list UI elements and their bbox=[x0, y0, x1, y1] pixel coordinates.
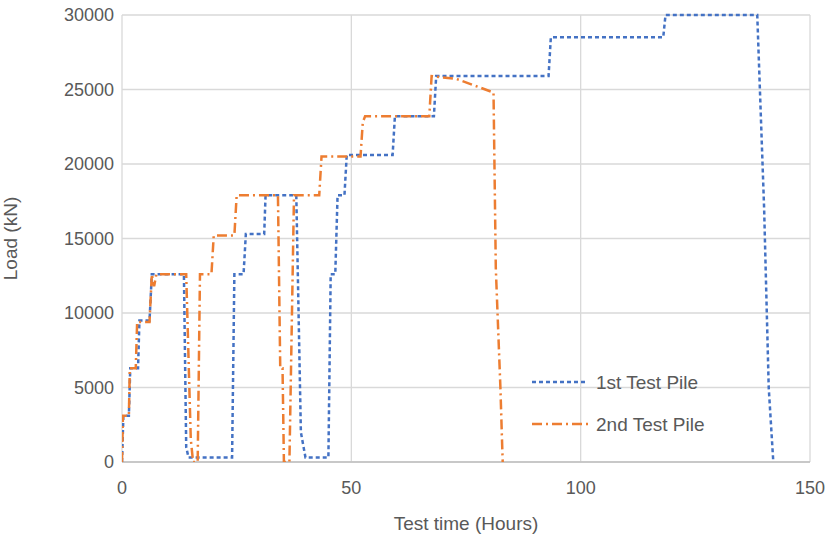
x-tick-label: 50 bbox=[341, 478, 361, 498]
y-tick-label: 25000 bbox=[64, 80, 114, 100]
y-grid-line bbox=[122, 89, 810, 90]
legend-label: 2nd Test Pile bbox=[596, 414, 704, 435]
x-grid-line bbox=[121, 15, 122, 462]
y-tick-label: 15000 bbox=[64, 229, 114, 249]
x-axis-line bbox=[122, 461, 810, 462]
y-axis-title: Load (kN) bbox=[0, 197, 21, 280]
y-grid-line bbox=[122, 387, 810, 388]
legend-label: 1st Test Pile bbox=[596, 372, 698, 393]
y-tick-label: 10000 bbox=[64, 303, 114, 323]
x-tick-label: 150 bbox=[795, 478, 825, 498]
legend-swatch bbox=[532, 381, 588, 384]
x-axis-title: Test time (Hours) bbox=[394, 513, 539, 534]
x-tick-label: 0 bbox=[117, 478, 127, 498]
y-tick-label: 30000 bbox=[64, 5, 114, 25]
y-grid-line bbox=[122, 163, 810, 164]
x-grid-line bbox=[580, 15, 581, 462]
y-grid-line bbox=[122, 461, 810, 462]
plot-area bbox=[122, 15, 773, 462]
y-tick-label: 20000 bbox=[64, 154, 114, 174]
y-grid-line bbox=[122, 14, 810, 15]
y-grid-line bbox=[122, 312, 810, 313]
y-tick-label: 0 bbox=[104, 452, 114, 472]
grid bbox=[122, 15, 810, 462]
y-tick-label: 5000 bbox=[74, 378, 114, 398]
y-grid-line bbox=[122, 238, 810, 239]
x-grid-line bbox=[351, 15, 352, 462]
x-tick-label: 100 bbox=[566, 478, 596, 498]
legend-swatch bbox=[532, 423, 588, 426]
x-grid-line bbox=[809, 15, 810, 462]
series-line bbox=[122, 15, 773, 462]
chart: 0 5000 10000 15000 20000 25000 30000 0 50 100 150 T… bbox=[0, 0, 833, 540]
legend: 1st Test Pile 2nd Test Pile bbox=[532, 372, 704, 435]
series-line bbox=[122, 76, 503, 462]
